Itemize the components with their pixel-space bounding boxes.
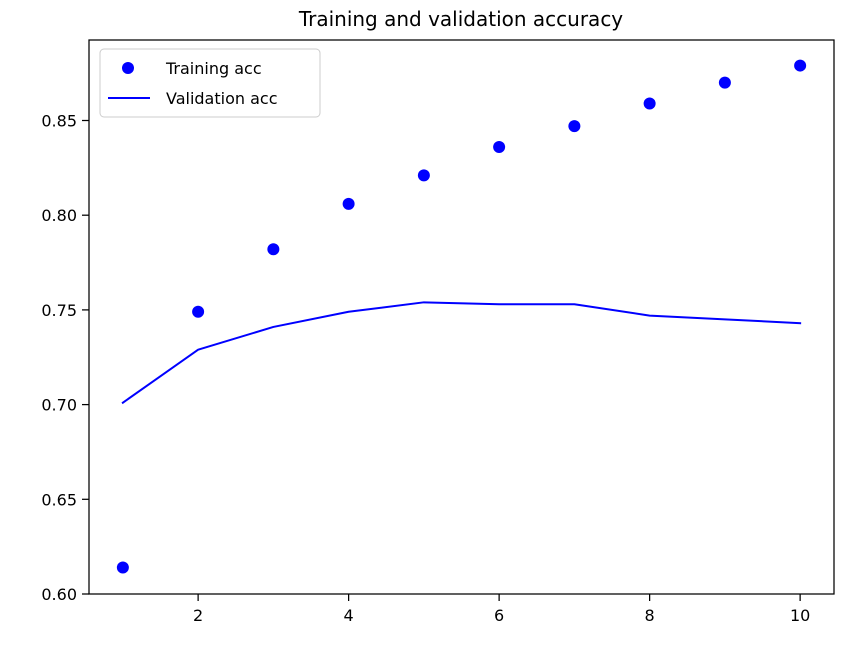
legend-label-validation: Validation acc [166, 89, 278, 108]
x-tick-label: 10 [790, 606, 810, 625]
x-tick-label: 2 [193, 606, 203, 625]
training-acc-point [267, 243, 280, 256]
x-tick-label: 8 [645, 606, 655, 625]
chart-title: Training and validation accuracy [298, 7, 623, 31]
y-tick-label: 0.65 [41, 490, 77, 509]
y-tick-label: 0.60 [41, 585, 77, 604]
x-tick-label: 6 [494, 606, 504, 625]
training-acc-point [493, 141, 506, 154]
training-acc-point [568, 120, 581, 133]
legend-box [99, 48, 321, 118]
x-tick-label: 4 [344, 606, 354, 625]
legend-marker-training [122, 62, 134, 74]
training-acc-point [718, 76, 731, 89]
training-acc-point [192, 305, 205, 318]
y-tick-label: 0.80 [41, 206, 77, 225]
y-tick-label: 0.85 [41, 111, 77, 130]
legend-label-training: Training acc [165, 59, 262, 78]
training-acc-point [342, 197, 355, 210]
legend: Training acc Validation acc [99, 48, 321, 118]
x-axis: 2 4 6 8 10 [193, 594, 810, 625]
y-axis: 0.60 0.65 0.70 0.75 0.80 0.85 [41, 111, 89, 604]
series-layer [116, 59, 807, 574]
y-tick-label: 0.75 [41, 301, 77, 320]
plot-area-frame [88, 39, 835, 595]
y-tick-label: 0.70 [41, 396, 77, 415]
training-acc-point [643, 97, 656, 110]
training-acc-point [794, 59, 807, 72]
validation-acc-line [121, 301, 802, 405]
training-acc-point [417, 169, 430, 182]
training-acc-point [116, 561, 129, 574]
